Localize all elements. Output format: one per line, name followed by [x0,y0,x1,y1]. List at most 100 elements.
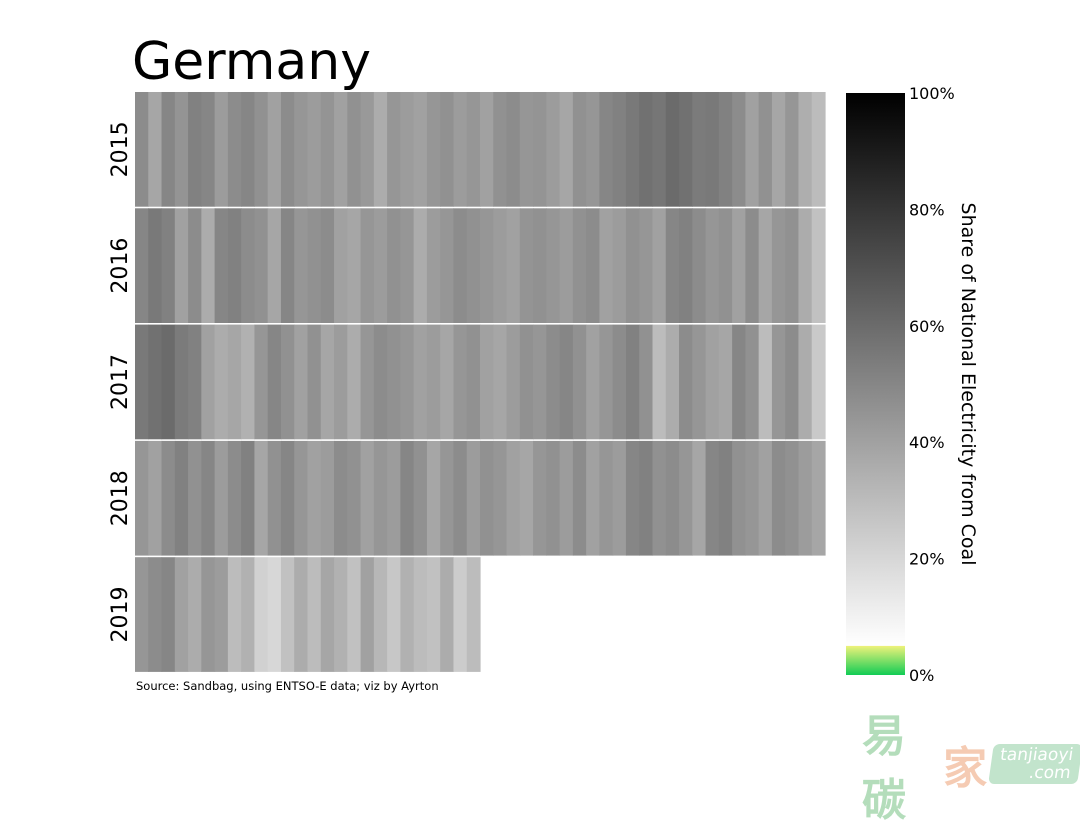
year-label: 2017 [108,354,133,410]
heatmap-cell [347,557,362,672]
heatmap-cell [294,440,309,556]
heatmap-cell [612,208,627,323]
heatmap-row-2016 [135,208,826,323]
heatmap-cell [493,208,508,323]
heatmap-cell [493,440,508,556]
heatmap-cell [692,208,707,323]
heatmap-cell [453,208,468,323]
heatmap-cell [267,324,282,440]
heatmap-cell [387,208,401,323]
heatmap-cell [811,324,826,440]
heatmap-cell [572,440,587,556]
heatmap-cell [387,557,401,672]
heatmap-cell [254,324,269,440]
heatmap-cell [718,324,733,440]
heatmap-cell [440,440,455,556]
heatmap-cell [679,208,693,323]
heatmap-cell [400,92,415,207]
heatmap-cell [214,557,229,672]
heatmap-cell [785,324,800,440]
heatmap-cell [294,208,309,323]
heatmap-row-2015 [135,92,826,207]
heatmap-cell [174,440,189,556]
heatmap-cell [400,324,415,440]
heatmap-cell [811,208,826,323]
heatmap-cell [572,324,587,440]
heatmap-cell [280,324,295,440]
heatmap-row-2017 [135,324,826,440]
heatmap-cell [506,440,521,556]
heatmap-cell [625,440,640,556]
heatmap-cell [771,324,786,440]
heatmap-cell [586,92,601,207]
heatmap-cell [161,557,176,672]
heatmap-cell [135,208,149,323]
heatmap-cell [586,440,601,556]
year-label: 2018 [108,470,133,526]
heatmap-cell [241,324,256,440]
heatmap-cell [453,324,468,440]
heatmap-cell [267,557,282,672]
heatmap-cell [347,324,362,440]
heatmap-cell [188,440,202,556]
source-note: Source: Sandbag, using ENTSO-E data; viz… [136,679,439,693]
heatmap-cell [811,440,826,556]
heatmap-cell [413,92,428,207]
heatmap-cell [267,208,282,323]
heatmap-cell [254,92,269,207]
heatmap-cell [798,324,813,440]
heatmap-cell [440,324,455,440]
heatmap-cell [280,557,295,672]
heatmap-cell [214,440,229,556]
heatmap-cell [572,92,587,207]
heatmap-cell [745,440,760,556]
heatmap-cell [241,440,256,556]
heatmap-cell [785,440,800,556]
heatmap-cell [148,440,163,556]
heatmap-cell [572,208,587,323]
heatmap-cell [360,440,375,556]
colorbar-tick-label: 20% [909,550,945,569]
heatmap-cell [320,557,335,672]
heatmap-cell [188,557,202,672]
heatmap-cell [692,440,707,556]
heatmap-cell [586,208,601,323]
heatmap-cell [771,92,786,207]
heatmap-cell [307,557,322,672]
heatmap-cell [665,208,680,323]
heatmap-cell [320,324,335,440]
heatmap-cell [506,208,521,323]
heatmap-cell [387,92,401,207]
heatmap-cell [373,208,388,323]
heatmap-cell [294,557,309,672]
heatmap-cell [466,557,481,672]
heatmap-cell [373,557,388,672]
heatmap-cell [586,324,601,440]
heatmap-cell [732,92,746,207]
heatmap-cell [227,92,242,207]
heatmap-cell [798,440,813,556]
heatmap-cell [758,208,773,323]
heatmap-cell [533,324,547,440]
heatmap-cell [453,440,468,556]
heatmap-cell [758,92,773,207]
heatmap-cell [546,92,561,207]
heatmap-cell [612,92,627,207]
heatmap-cell [360,208,375,323]
heatmap-cell [665,92,680,207]
heatmap-cell [148,92,163,207]
colorbar-tick-label: 40% [909,433,945,452]
heatmap-cell [426,324,441,440]
heatmap-cell [453,557,468,672]
heatmap-cell [373,324,388,440]
heatmap-cell [665,440,680,556]
heatmap-cell [135,92,149,207]
heatmap-cell [201,324,216,440]
heatmap-cell [161,208,176,323]
heatmap-cell [254,557,269,672]
heatmap-cell [241,208,256,323]
heatmap-cell [307,208,322,323]
heatmap-cell [214,92,229,207]
heatmap-cell [758,440,773,556]
heatmap-cell [174,92,189,207]
